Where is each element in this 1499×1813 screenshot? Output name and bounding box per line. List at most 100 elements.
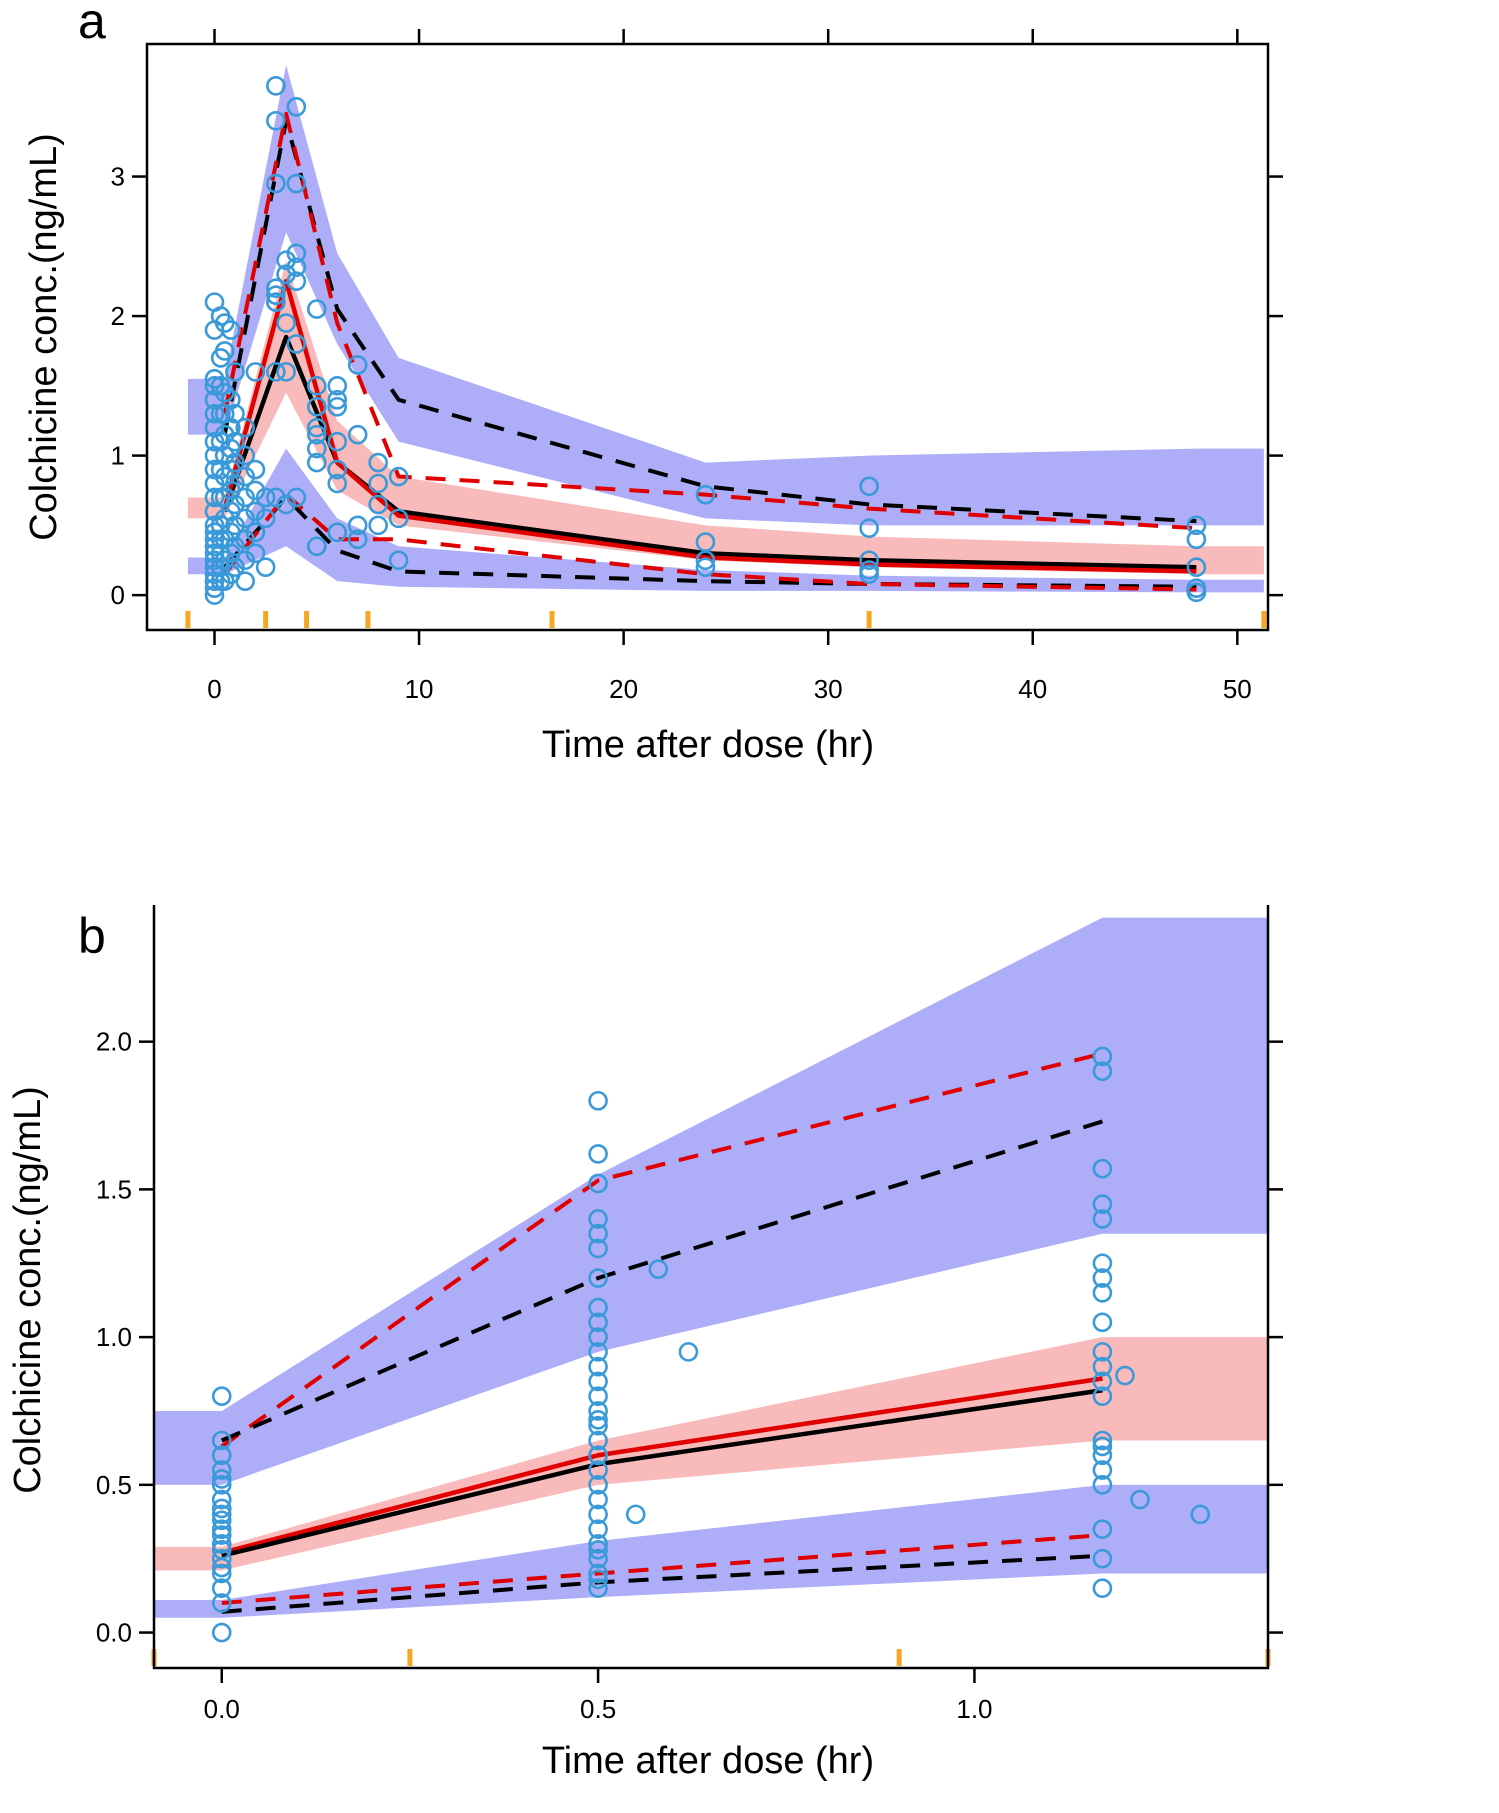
observation-point — [1092, 1445, 1113, 1466]
observation-point — [347, 424, 368, 445]
bin-boundary-marker — [263, 611, 269, 628]
observation-point — [1092, 1519, 1113, 1539]
observation-point — [245, 459, 266, 480]
observation-point — [859, 560, 879, 580]
observation-point — [235, 508, 255, 529]
observation-point — [266, 76, 286, 96]
observation-point — [306, 536, 327, 557]
observation-point — [588, 1410, 608, 1430]
bin-boundary-marker — [407, 1649, 413, 1666]
observation-point — [225, 452, 245, 473]
observation-point — [1092, 1194, 1113, 1214]
observation-point — [211, 1475, 232, 1495]
observation-point — [211, 1498, 232, 1519]
observation-point — [588, 1460, 608, 1480]
y-axis-title: Colchicine conc.(ng/mL) — [23, 133, 65, 541]
observation-point — [204, 431, 225, 452]
observation-point — [211, 1469, 232, 1489]
observation-point — [588, 1386, 608, 1406]
observation-point — [221, 417, 241, 438]
observation-point — [245, 480, 266, 501]
observation-point — [388, 466, 409, 487]
observation-point — [327, 396, 348, 417]
observation-point — [368, 515, 388, 536]
percentile-line-5 — [221, 1533, 1103, 1605]
observation-point — [211, 1460, 232, 1480]
observation-point — [859, 476, 879, 497]
observation-point — [1092, 1282, 1113, 1303]
panel-letter: a — [78, 0, 106, 49]
y-tick-label: 0.5 — [96, 1470, 132, 1500]
observation-point — [588, 1489, 608, 1510]
x-tick-label: 0.0 — [204, 1694, 240, 1724]
pi-band-1 — [187, 64, 1264, 526]
observation-point — [1186, 515, 1207, 536]
bin-boundary-marker — [866, 611, 872, 628]
bin-boundary-marker — [304, 611, 310, 628]
observation-point — [368, 473, 388, 494]
observation-point — [255, 487, 276, 508]
observation-point — [1092, 1371, 1113, 1392]
observation-point — [388, 550, 409, 571]
observation-point — [1092, 1312, 1113, 1333]
observation-point — [1092, 1209, 1113, 1229]
observation-point — [588, 1563, 608, 1584]
observation-point — [588, 1569, 608, 1590]
percentile-line-1 — [220, 1051, 1103, 1449]
observation-point — [678, 1342, 699, 1362]
observation-point — [214, 341, 235, 361]
observation-point — [588, 1223, 608, 1244]
observation-point — [286, 334, 307, 354]
observation-point — [235, 529, 255, 550]
observation-point — [588, 1209, 608, 1229]
percentile-line-2 — [222, 111, 1197, 531]
percentile-line-2 — [220, 1119, 1103, 1443]
observation-point — [306, 299, 327, 319]
observation-point — [276, 250, 296, 271]
x-axis-title: Time after dose (hr) — [542, 724, 874, 766]
observation-point — [368, 494, 388, 515]
bin-boundary-marker — [185, 611, 191, 628]
observation-point — [306, 452, 327, 473]
observation-point — [286, 173, 307, 194]
observation-point — [245, 522, 266, 543]
bin-boundary-marker — [365, 611, 371, 628]
plot-area — [187, 64, 1264, 605]
observation-point — [211, 1519, 232, 1539]
observation-point — [235, 487, 255, 508]
observation-point — [588, 1540, 608, 1560]
y-tick-label: 3 — [111, 162, 125, 192]
observation-point — [211, 1548, 232, 1569]
observation-point — [327, 389, 348, 410]
pi-band-1 — [154, 917, 1268, 1485]
observation-point — [211, 1445, 232, 1466]
observation-point — [588, 1415, 608, 1436]
observation-point — [347, 515, 368, 536]
observation-point — [588, 1173, 608, 1194]
observation-point — [211, 1525, 232, 1545]
vpc-chart-a: 0 10 20 30 40 50 0 1 2 3 a Time after dose (hr) Colc… — [23, 0, 1283, 766]
observation-point — [245, 501, 266, 522]
observation-point — [266, 285, 286, 305]
observation-point — [225, 536, 245, 557]
y-axis-title: Colchicine conc.(ng/mL) — [7, 1086, 49, 1494]
observation-point — [235, 571, 255, 591]
x-tick-label: 20 — [609, 674, 638, 704]
observation-point — [225, 362, 245, 382]
observation-point — [1092, 1430, 1113, 1451]
observation-point — [347, 529, 368, 550]
observation-point — [1092, 1158, 1113, 1179]
observation-point — [211, 1540, 232, 1560]
observation-point — [588, 1312, 608, 1333]
observation-point — [588, 1534, 608, 1554]
observation-point — [625, 1504, 646, 1525]
observation-point — [211, 1430, 232, 1451]
observation-point — [286, 271, 307, 291]
observation-point — [306, 438, 327, 459]
observation-point — [225, 494, 245, 515]
percentile-line-3 — [221, 1376, 1103, 1555]
observation-point — [588, 1144, 608, 1164]
observation-point — [695, 557, 716, 578]
observation-point — [1092, 1578, 1113, 1599]
observation-point — [1092, 1356, 1113, 1377]
